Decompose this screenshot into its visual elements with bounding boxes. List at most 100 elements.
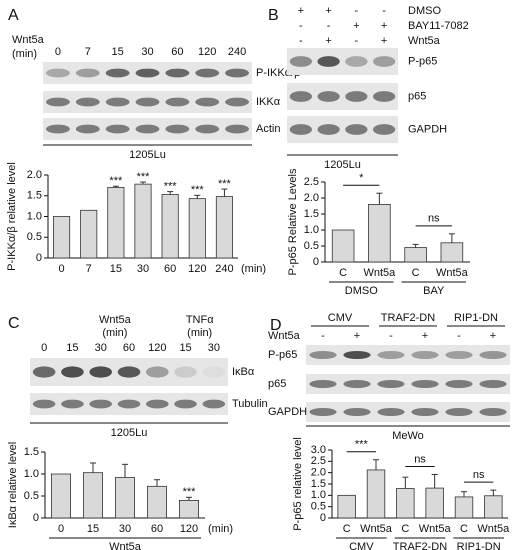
bar	[404, 247, 427, 263]
bar	[337, 494, 356, 519]
treatment-sign: +	[325, 35, 331, 47]
treatment-sign: -	[457, 330, 461, 342]
blot-band	[165, 97, 190, 107]
y-tick-label: 1.0	[304, 224, 319, 236]
lane-label: 240	[228, 46, 246, 58]
x-tick-label: 0	[59, 263, 65, 275]
y-tick-label: 1.0	[27, 210, 42, 222]
blot-band	[289, 91, 312, 102]
treatment-sign: -	[299, 20, 303, 32]
row-label: GAPDH	[408, 123, 447, 135]
lane-label: 0	[55, 46, 61, 58]
blot-band	[174, 399, 197, 409]
group-header: TRAF2-DN	[381, 312, 435, 324]
x-tick-label: Wnt5a	[436, 267, 469, 279]
blot-band	[317, 91, 340, 102]
bar	[178, 499, 199, 519]
treatment-sign: +	[354, 330, 360, 342]
blot-band	[45, 124, 70, 134]
y-tick-label: 2.0	[27, 169, 42, 181]
panel-label: A	[8, 7, 19, 24]
lane-label: 15	[112, 46, 124, 58]
treatment-sign: +	[490, 330, 496, 342]
x-tick-label: 120	[180, 523, 198, 535]
blot-band	[117, 399, 141, 409]
blot-band	[32, 399, 56, 409]
blot-band	[135, 97, 160, 107]
y-tick-label: 1.5	[304, 208, 319, 220]
lane-label: 120	[148, 342, 166, 354]
blot-band	[411, 408, 439, 416]
blot-band	[445, 351, 473, 359]
y-axis-label: P-p65 Relative Levels	[287, 168, 299, 276]
x-tick-label: 60	[151, 523, 163, 535]
treatment-sign: -	[355, 35, 359, 47]
x-tick-label: Wnt5a	[360, 523, 393, 535]
y-tick-label: 0.5	[27, 231, 42, 243]
treatment-sign: -	[355, 5, 359, 17]
group-header: RIP1-DN	[454, 312, 498, 324]
row-label: p65	[268, 378, 286, 390]
group-label: TRAF2-DN	[393, 541, 447, 550]
blot-band	[345, 56, 368, 67]
blot-strip	[306, 374, 510, 394]
blot-band	[202, 366, 226, 378]
blot-strip	[306, 402, 510, 422]
blot-band	[373, 56, 396, 67]
blot-band	[75, 68, 100, 78]
group-label: BAY	[423, 285, 445, 297]
comparison-label: ***	[355, 439, 369, 451]
comparison-label: ns	[473, 469, 485, 481]
row-label: P-p65	[408, 55, 437, 67]
blot-band	[61, 366, 84, 378]
lane-label: 30	[95, 342, 107, 354]
y-tick-label: 0	[313, 256, 319, 268]
blot-band	[61, 399, 84, 409]
x-tick-label: Wnt5a	[419, 523, 452, 535]
treatment-name: BAY11-7082	[408, 20, 469, 32]
blot-band	[145, 399, 169, 409]
bar	[146, 485, 167, 519]
row-label: IKKα	[256, 96, 281, 108]
blot-band	[45, 68, 70, 78]
blot-band	[479, 380, 507, 388]
blot-strip	[306, 345, 510, 365]
lane-label: 15	[66, 342, 78, 354]
blot-band	[105, 124, 130, 134]
x-tick-label: 0	[58, 523, 64, 535]
blot-band	[165, 68, 190, 78]
treatment-sign: -	[327, 20, 331, 32]
blot-band	[343, 351, 371, 359]
blot-band	[377, 380, 405, 388]
bar	[51, 473, 72, 519]
group-label: DMSO	[345, 285, 378, 297]
significance: ***	[137, 171, 151, 183]
treatment-name: DMSO	[408, 5, 441, 17]
row-label: GAPDH	[268, 406, 307, 418]
treatment-sign: -	[321, 330, 325, 342]
x-axis-label: (min)	[208, 523, 233, 535]
bar	[83, 472, 104, 519]
blot-band	[195, 97, 220, 107]
significance: ***	[218, 178, 232, 190]
blot-band	[343, 380, 371, 388]
y-tick-label: 0.5	[311, 501, 326, 513]
comparison-label: ns	[414, 453, 426, 465]
y-tick-label: 0	[33, 512, 39, 524]
lane-header-unit: (min)	[187, 327, 212, 339]
blot-band	[202, 399, 226, 409]
y-tick-label: 0	[36, 252, 42, 264]
blot-band	[75, 97, 100, 107]
lane-header: Wnt5a	[99, 314, 132, 326]
bar	[115, 477, 136, 519]
bar	[134, 183, 152, 259]
blot-band	[309, 380, 337, 388]
blot-band	[479, 351, 507, 359]
row-label: P-p65	[268, 349, 297, 361]
blot-band	[289, 124, 312, 135]
cell-line: 1205Lu	[324, 159, 361, 171]
significance: ***	[109, 175, 123, 187]
y-tick-label: 1.0	[24, 468, 39, 480]
y-tick-label: 1.5	[311, 478, 326, 490]
